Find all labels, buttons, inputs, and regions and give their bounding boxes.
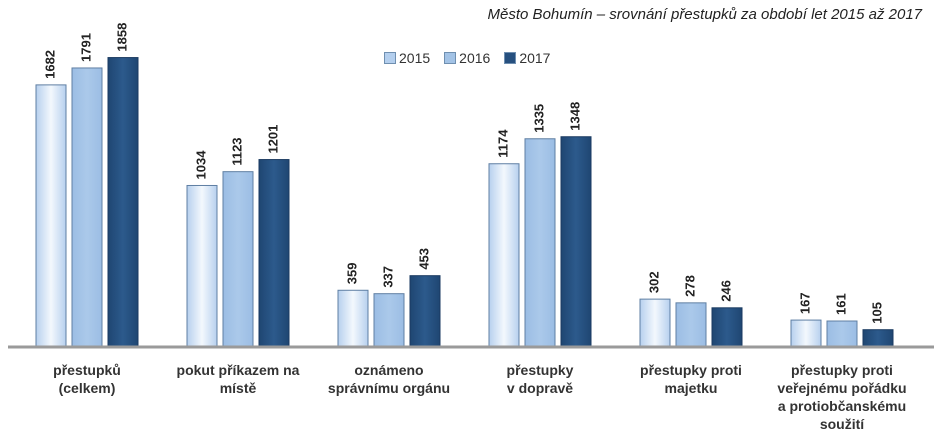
bar-2017-cat-1 — [258, 159, 290, 347]
value-label-2015-cat-3: 1174 — [495, 129, 510, 158]
category-label-2: oznámeno správnímu orgánu — [328, 362, 450, 396]
bar-2017-cat-3 — [560, 136, 592, 347]
bar-2015-cat-1 — [186, 184, 218, 347]
bar-2016-cat-2 — [373, 293, 405, 347]
value-label-2016-cat-2: 337 — [380, 266, 395, 288]
category-label-1: pokut příkazem na místě — [177, 362, 300, 396]
legend: 2015 2016 2017 — [384, 50, 550, 66]
value-label-2016-cat-0: 1791 — [78, 33, 93, 62]
category-label-0: přestupků (celkem) — [53, 362, 121, 396]
value-label-2017-cat-1: 1201 — [265, 125, 280, 154]
bar-2015-cat-5 — [790, 319, 822, 347]
value-label-2017-cat-5: 105 — [869, 302, 884, 324]
bar-2017-cat-4 — [711, 307, 743, 347]
value-label-2016-cat-3: 1335 — [531, 104, 546, 133]
category-label-4: přestupky proti majetku — [640, 362, 742, 396]
legend-swatch-2015 — [384, 52, 396, 64]
legend-label-2016: 2016 — [459, 50, 491, 66]
value-label-2017-cat-4: 246 — [718, 280, 733, 302]
value-label-2015-cat-0: 1682 — [42, 50, 57, 79]
value-label-2016-cat-4: 278 — [682, 275, 697, 297]
bar-2015-cat-0 — [35, 84, 67, 347]
bar-2015-cat-4 — [639, 298, 671, 347]
bar-2015-cat-2 — [337, 289, 369, 347]
legend-swatch-2017 — [504, 52, 517, 64]
category-label-3: přestupky v dopravě — [507, 362, 574, 396]
chart-title: Město Bohumín – srovnání přestupků za ob… — [487, 6, 922, 23]
value-label-2016-cat-1: 1123 — [229, 137, 244, 165]
bar-2016-cat-1 — [222, 171, 254, 347]
value-label-2015-cat-1: 1034 — [193, 150, 208, 180]
bar-2016-cat-5 — [826, 320, 858, 347]
value-label-2015-cat-5: 167 — [797, 292, 812, 314]
category-label-5: přestupky proti veřejnému pořádku a protio… — [777, 362, 906, 432]
bar-2017-cat-0 — [107, 57, 139, 347]
legend-swatch-2016 — [444, 52, 457, 64]
value-label-2015-cat-2: 359 — [344, 263, 359, 285]
bar-2016-cat-3 — [524, 138, 556, 347]
bar-2016-cat-0 — [71, 67, 103, 347]
legend-item-2017: 2017 — [504, 50, 550, 66]
legend-label-2017: 2017 — [519, 50, 551, 66]
value-label-2017-cat-0: 1858 — [114, 23, 129, 52]
value-label-2017-cat-3: 1348 — [567, 102, 582, 131]
bar-2017-cat-2 — [409, 275, 441, 347]
bar-2016-cat-4 — [675, 302, 707, 347]
value-label-2017-cat-2: 453 — [416, 248, 431, 270]
legend-item-2016: 2016 — [444, 50, 490, 66]
legend-item-2015: 2015 — [384, 50, 430, 66]
bar-2015-cat-3 — [488, 163, 520, 347]
category-labels-group: přestupků (celkem) pokut příkazem na místě o… — [53, 362, 906, 432]
bar-2017-cat-5 — [862, 329, 894, 347]
bars-group — [35, 57, 894, 347]
value-label-2015-cat-4: 302 — [646, 271, 661, 293]
legend-label-2015: 2015 — [399, 50, 431, 66]
value-label-2016-cat-5: 161 — [833, 293, 848, 315]
value-labels-group: 1682 1791 1858 1034 1123 1201 359 337 453 1174 133… — [42, 23, 884, 324]
